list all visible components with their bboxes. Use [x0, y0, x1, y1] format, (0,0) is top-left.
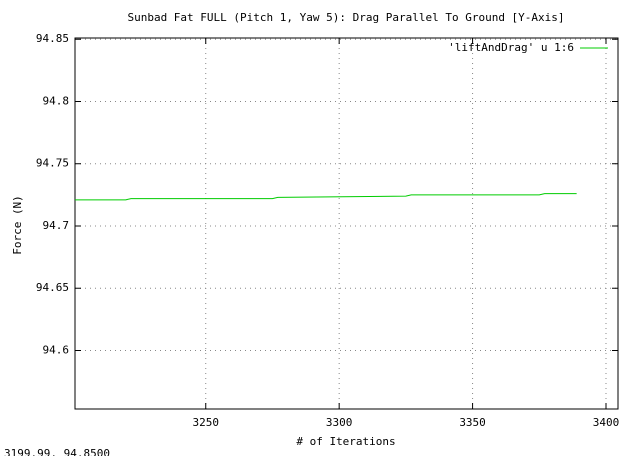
y-tick-label: 94.6 — [43, 343, 70, 356]
chart-title: Sunbad Fat FULL (Pitch 1, Yaw 5): Drag P… — [127, 11, 564, 24]
status-text: 3199.99, 94.8500 — [4, 447, 110, 456]
x-axis-label: # of Iterations — [296, 435, 395, 448]
x-tick-label: 3250 — [192, 416, 219, 429]
plot-border — [74, 37, 619, 410]
y-tick-label: 94.85 — [36, 32, 69, 45]
x-tick-label: 3300 — [326, 416, 353, 429]
y-tick-label: 94.75 — [36, 157, 69, 170]
y-axis-label: Force (N) — [11, 195, 24, 255]
y-tick-label: 94.7 — [43, 219, 70, 232]
x-tick-label: 3400 — [593, 416, 620, 429]
y-tick-label: 94.8 — [43, 94, 70, 107]
y-tick-label: 94.65 — [36, 281, 69, 294]
x-tick-label: 3350 — [459, 416, 486, 429]
legend-label: 'liftAndDrag' u 1:6 — [448, 41, 574, 54]
line-series — [75, 193, 577, 201]
